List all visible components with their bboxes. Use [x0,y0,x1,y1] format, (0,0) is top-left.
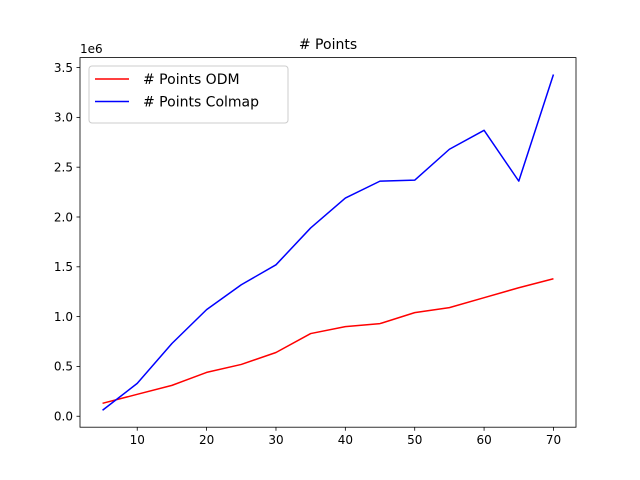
legend-box [88,65,289,124]
y-tick-label: 3.0 [54,111,73,125]
x-tick-label: 70 [546,433,561,447]
y-tick-label: 2.0 [54,210,73,224]
legend: # Points ODM # Points Colmap [88,65,289,124]
y-tick-label: 0.5 [54,360,73,374]
axes-frame [79,57,577,428]
x-tick-label: 40 [338,433,353,447]
y-tick-label: 2.5 [54,160,73,174]
x-tick-label: 10 [130,433,145,447]
x-tick-label: 20 [199,433,214,447]
y-tick-label: 3.5 [54,61,73,75]
y-tick-label: 0.0 [54,410,73,424]
x-tick-label: 30 [268,433,283,447]
x-tick-label: 60 [476,433,491,447]
plot-area: 10 20 30 40 50 60 70 0.0 0.5 1.0 1.5 2.0 2.5 3.0 3.5 [54,57,577,447]
y-tick-label: 1.5 [54,260,73,274]
y-tick-label: 1.0 [54,310,73,324]
legend-label: # Points ODM [143,72,240,88]
chart-title: # Points [299,37,357,53]
x-tick-label: 50 [407,433,422,447]
y-offset-label: 1e6 [80,42,103,56]
legend-label: # Points Colmap [143,95,259,111]
series-line [102,74,555,411]
series-line [102,278,554,405]
